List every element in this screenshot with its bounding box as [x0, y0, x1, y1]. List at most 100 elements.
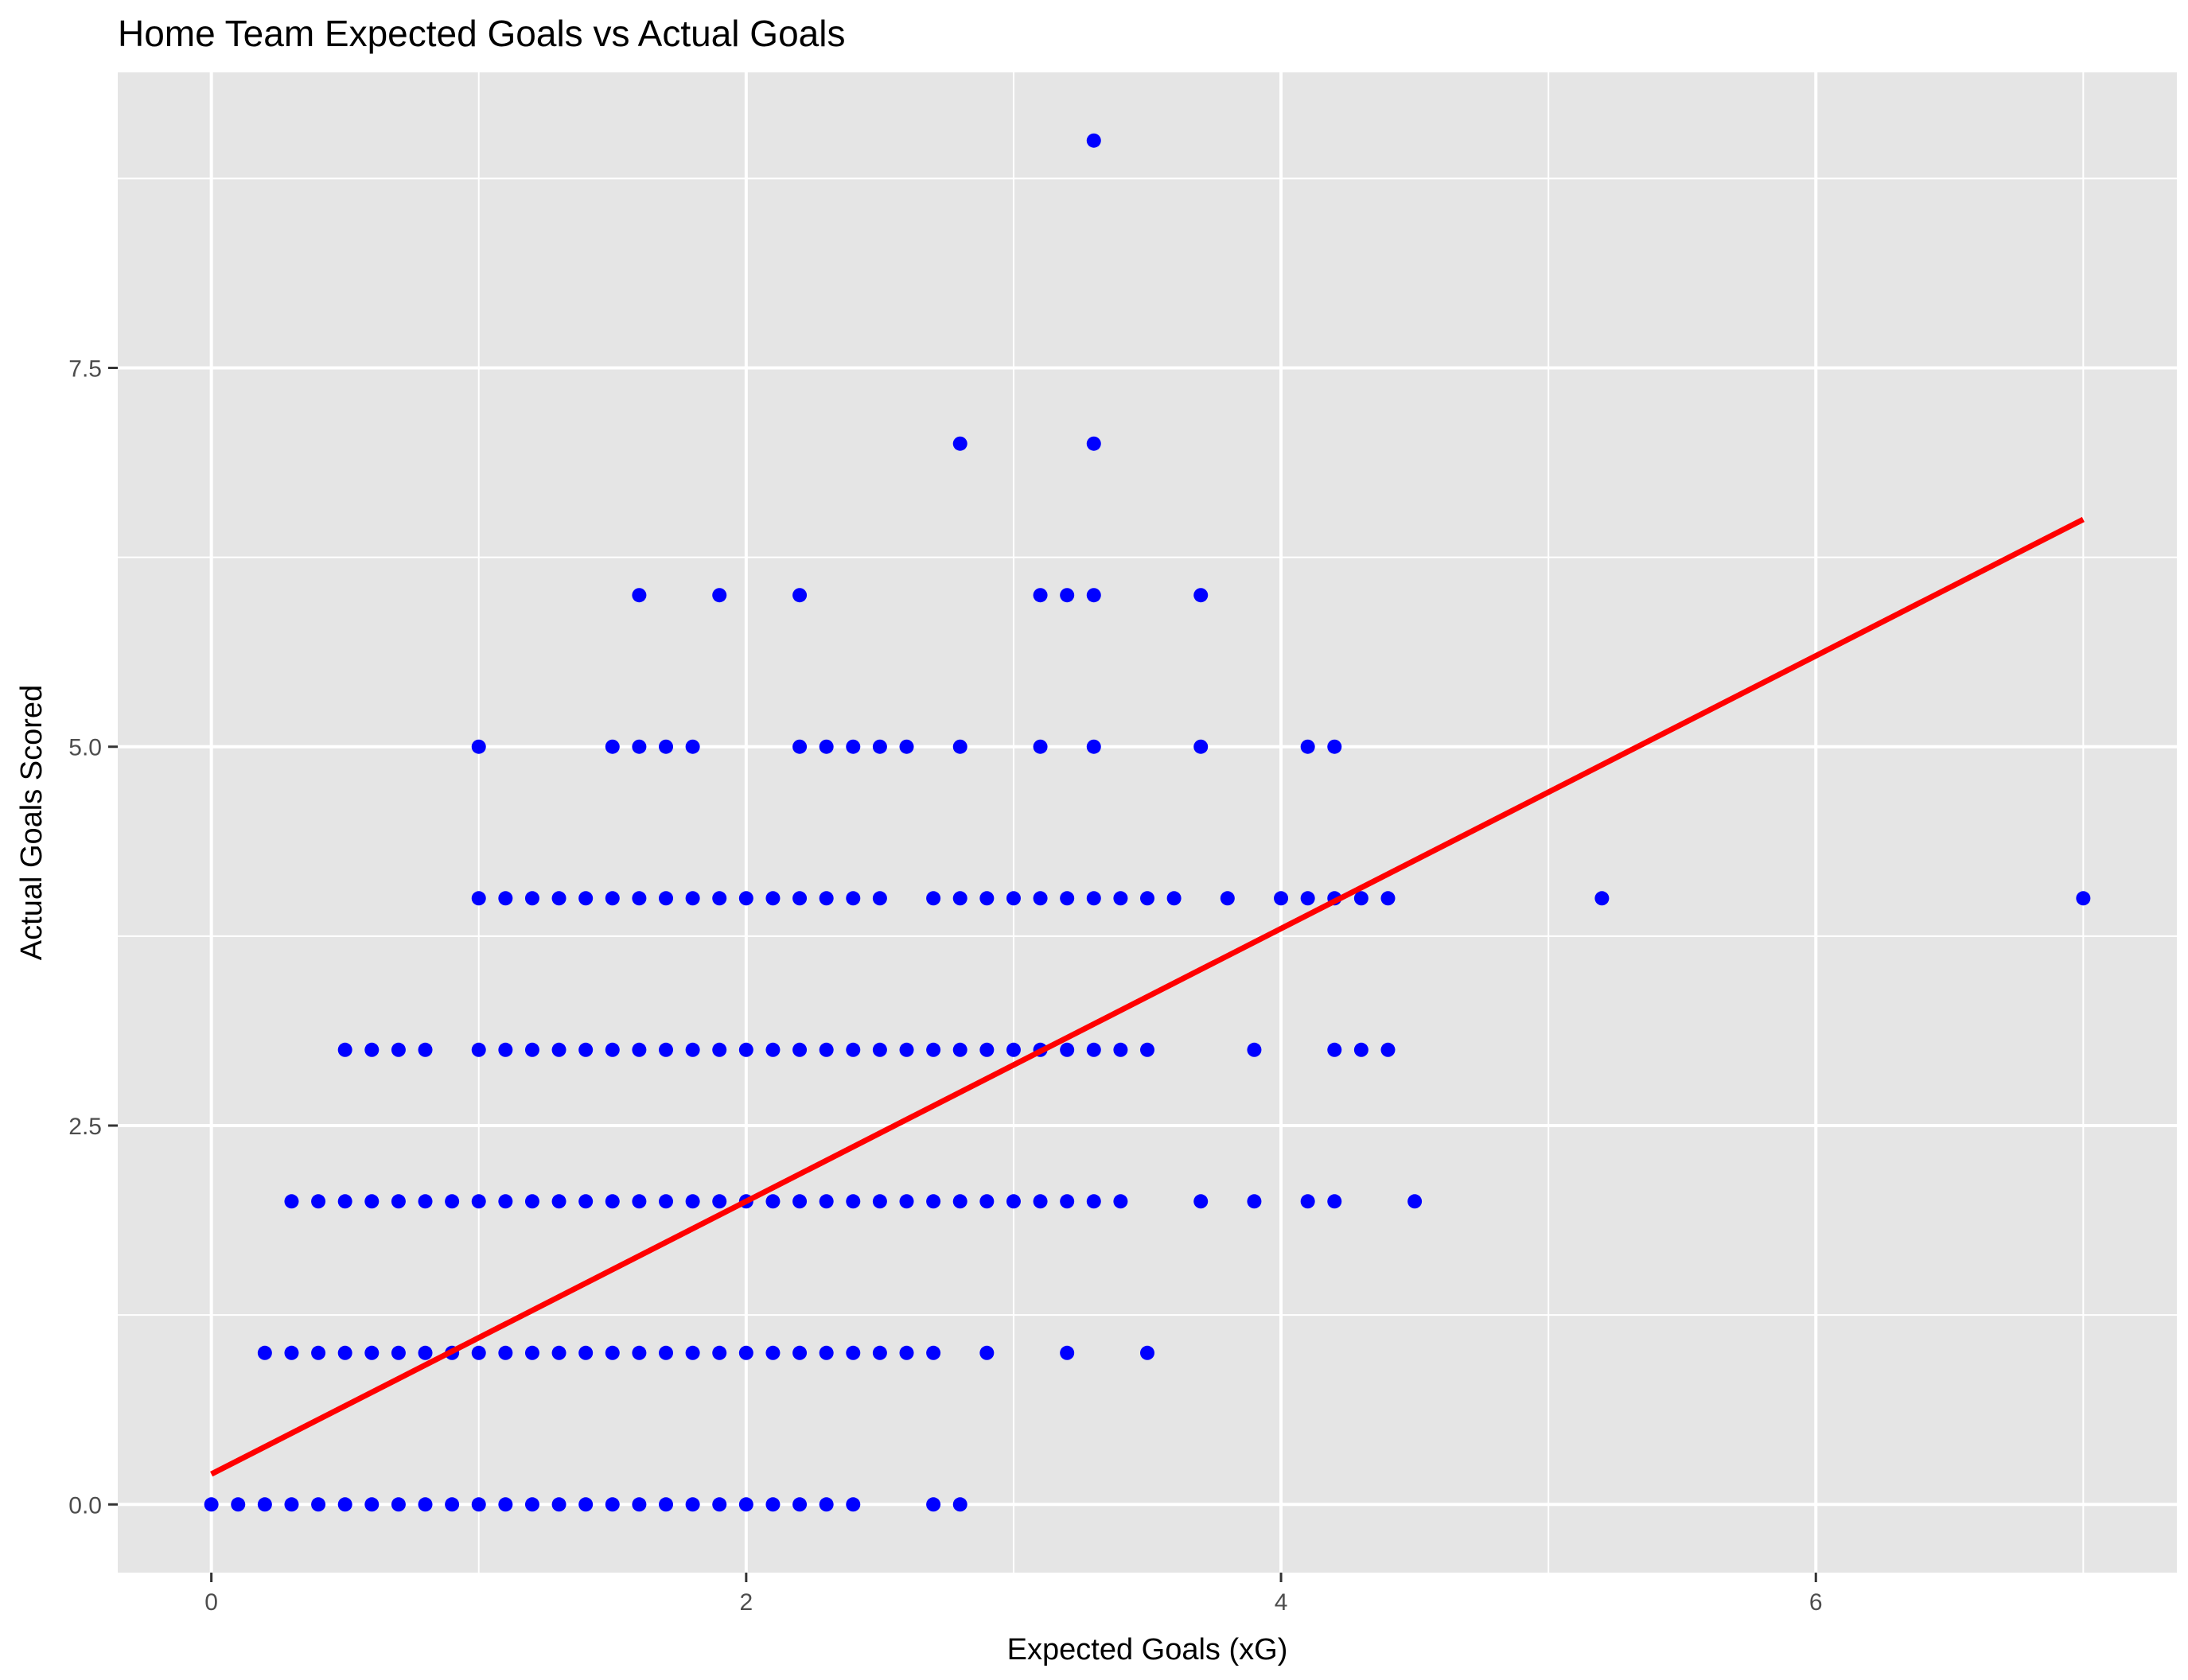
data-point — [1193, 1194, 1209, 1209]
data-point — [632, 1345, 647, 1360]
data-point — [498, 1042, 513, 1057]
data-point — [364, 1345, 380, 1360]
data-point — [578, 1497, 594, 1512]
data-point — [1006, 1194, 1021, 1209]
data-point — [231, 1497, 246, 1512]
data-point — [659, 1042, 674, 1057]
data-point — [1086, 588, 1101, 603]
data-point — [1086, 436, 1101, 451]
data-point — [257, 1345, 272, 1360]
trend-line-group — [210, 516, 2085, 1477]
data-point — [1140, 891, 1154, 906]
x-axis: 0 2 4 6 — [204, 1573, 1823, 1616]
data-point — [792, 1194, 808, 1209]
data-point — [738, 891, 753, 906]
data-point — [1086, 1042, 1101, 1057]
data-point — [1594, 891, 1610, 906]
x-tick-label: 0 — [204, 1589, 218, 1616]
data-point — [524, 1345, 539, 1360]
data-point — [445, 1194, 460, 1209]
data-point — [792, 1345, 808, 1360]
data-point — [1353, 891, 1368, 906]
data-point — [311, 1345, 326, 1360]
data-point — [337, 1345, 352, 1360]
data-point — [765, 891, 781, 906]
data-point — [659, 739, 674, 754]
data-point — [792, 739, 808, 754]
data-point — [1407, 1194, 1423, 1209]
minor-gridlines — [118, 72, 2177, 1573]
data-point — [685, 1194, 700, 1209]
data-point — [551, 1194, 566, 1209]
data-point — [1300, 1194, 1315, 1209]
data-point — [578, 891, 594, 906]
data-point — [1060, 1194, 1075, 1209]
data-point — [685, 1497, 700, 1512]
data-point — [952, 436, 967, 451]
data-point — [1193, 588, 1209, 603]
data-point — [792, 1497, 808, 1512]
data-point — [524, 1194, 539, 1209]
y-tick-label: 5.0 — [68, 735, 102, 761]
data-point — [738, 1345, 753, 1360]
data-point — [819, 1345, 834, 1360]
data-point — [1033, 739, 1048, 754]
data-point — [311, 1194, 326, 1209]
data-point — [578, 1042, 594, 1057]
y-tick-label: 7.5 — [68, 356, 102, 382]
data-point — [1086, 133, 1101, 148]
data-point — [819, 739, 834, 754]
data-point — [337, 1497, 352, 1512]
data-point — [765, 1194, 781, 1209]
data-point — [498, 891, 513, 906]
data-point — [1140, 1042, 1154, 1057]
data-point — [471, 1497, 486, 1512]
data-point — [1247, 1042, 1262, 1057]
data-point — [899, 1042, 914, 1057]
data-point — [819, 891, 834, 906]
data-point — [1140, 1345, 1154, 1360]
data-point — [471, 1194, 486, 1209]
data-point — [819, 1042, 834, 1057]
data-point — [1086, 1194, 1101, 1209]
data-point — [605, 891, 620, 906]
data-point — [1060, 1042, 1075, 1057]
data-point — [471, 1345, 486, 1360]
data-point — [872, 891, 887, 906]
data-point — [1033, 1194, 1048, 1209]
data-point — [712, 588, 727, 603]
data-point — [418, 1345, 433, 1360]
data-point — [792, 1042, 808, 1057]
data-point — [524, 1497, 539, 1512]
data-point — [337, 1042, 352, 1057]
data-point — [685, 1042, 700, 1057]
data-point — [632, 739, 647, 754]
data-point — [1220, 891, 1235, 906]
data-point — [979, 1345, 995, 1360]
data-point — [1086, 891, 1101, 906]
x-tick-label: 4 — [1275, 1589, 1288, 1616]
data-point — [846, 1345, 861, 1360]
data-point — [846, 1497, 861, 1512]
data-point — [257, 1497, 272, 1512]
data-point — [498, 1345, 513, 1360]
data-point — [712, 891, 727, 906]
y-tick-label: 0.0 — [68, 1492, 102, 1519]
chart-title: Home Team Expected Goals vs Actual Goals — [118, 13, 845, 54]
data-point — [1380, 1042, 1396, 1057]
data-point — [659, 1345, 674, 1360]
data-point — [1006, 891, 1021, 906]
data-point — [659, 891, 674, 906]
data-point — [632, 891, 647, 906]
data-point — [364, 1194, 380, 1209]
data-point — [445, 1497, 460, 1512]
data-point — [1327, 739, 1342, 754]
data-point — [551, 1042, 566, 1057]
data-point — [1086, 739, 1101, 754]
data-point — [1006, 1042, 1021, 1057]
x-tick-label: 2 — [740, 1589, 753, 1616]
data-point — [952, 1497, 967, 1512]
data-points — [204, 133, 2091, 1512]
data-point — [364, 1042, 380, 1057]
